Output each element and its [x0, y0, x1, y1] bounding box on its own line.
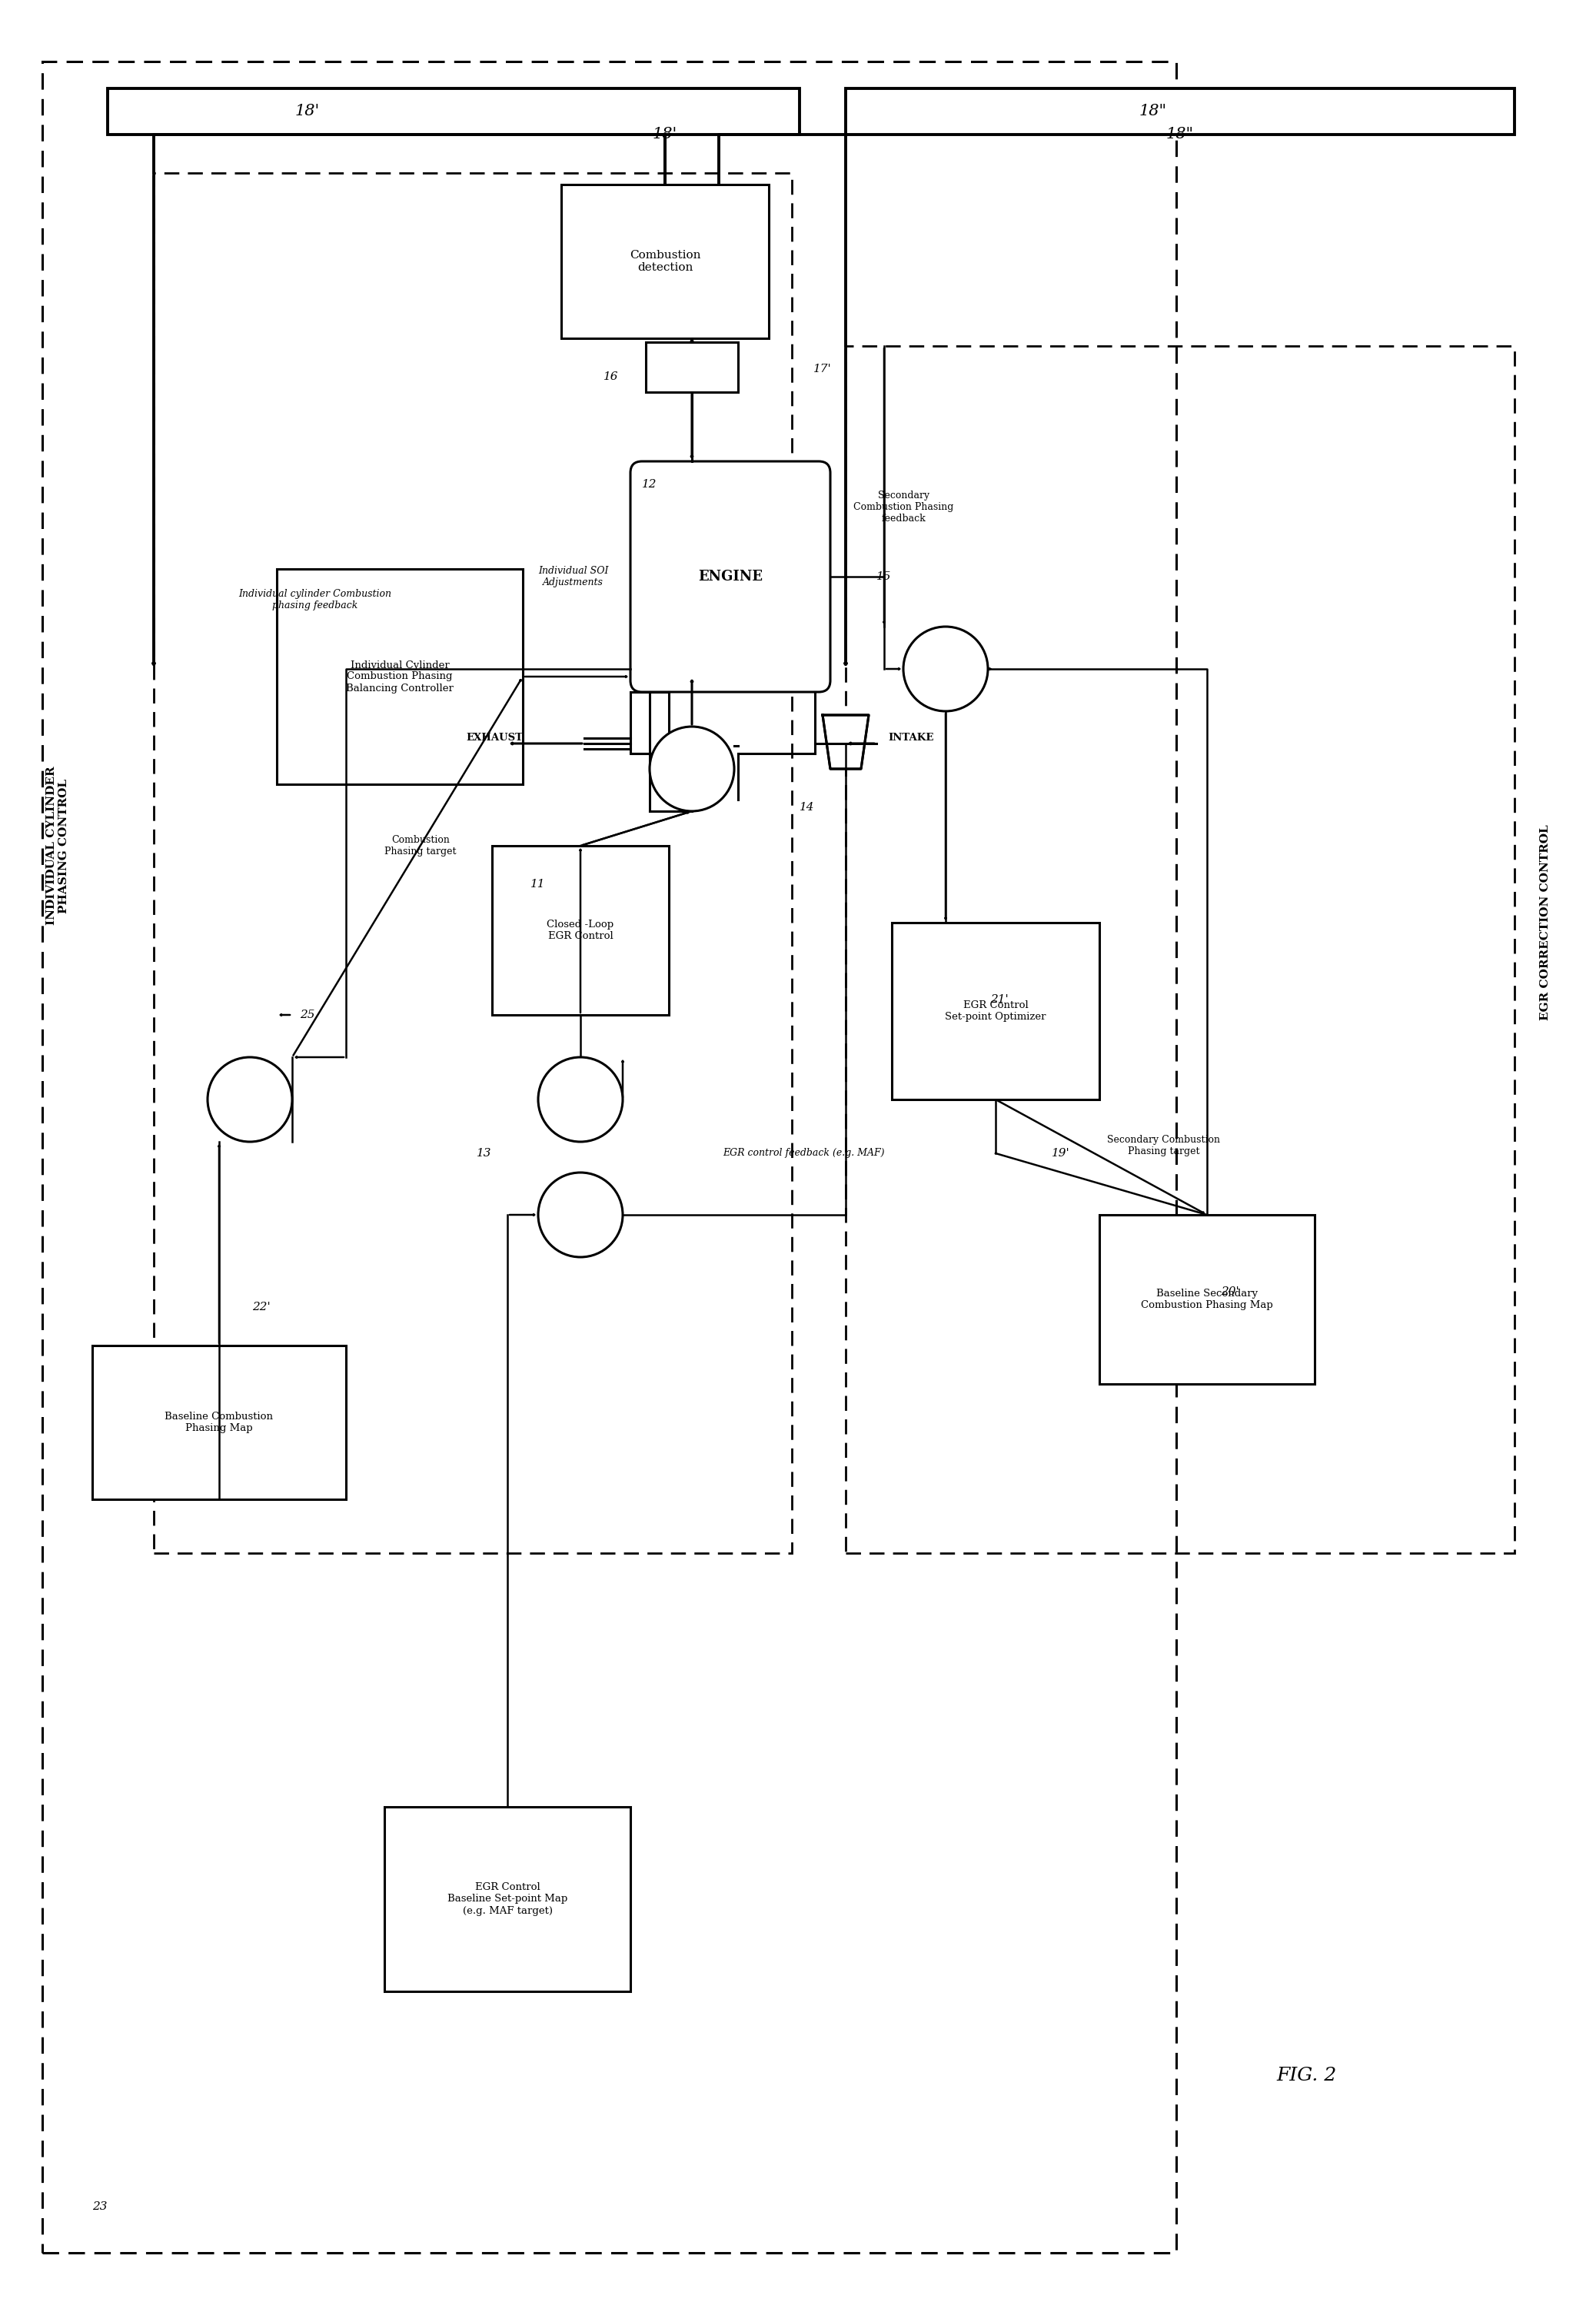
- Text: +: +: [552, 1196, 563, 1210]
- Text: EGR Control
Baseline Set-point Map
(e.g. MAF target): EGR Control Baseline Set-point Map (e.g.…: [447, 1883, 568, 1916]
- Text: 18': 18': [295, 104, 319, 118]
- Text: 20': 20': [1221, 1286, 1238, 1298]
- Text: 18": 18": [1140, 104, 1167, 118]
- Text: 15: 15: [876, 571, 892, 583]
- Text: Individual Cylinder
Combustion Phasing
Balancing Controller: Individual Cylinder Combustion Phasing B…: [346, 659, 453, 694]
- Text: 21': 21': [990, 994, 1009, 1005]
- Text: 16: 16: [603, 372, 619, 383]
- Text: 23: 23: [93, 2201, 107, 2213]
- Bar: [93, 1344, 346, 1500]
- Text: 17': 17': [814, 365, 832, 374]
- Text: -: -: [943, 683, 948, 694]
- Text: Closed -Loop
EGR Control: Closed -Loop EGR Control: [547, 920, 614, 940]
- Bar: [41, 60, 1176, 2252]
- Text: Combustion
Phasing target: Combustion Phasing target: [385, 836, 456, 857]
- Text: 25: 25: [300, 1010, 314, 1019]
- Text: Individual cylinder Combustion
phasing feedback: Individual cylinder Combustion phasing f…: [238, 590, 391, 611]
- Text: EGR control feedback (e.g. MAF): EGR control feedback (e.g. MAF): [723, 1149, 884, 1159]
- Bar: [492, 845, 669, 1015]
- Bar: [846, 88, 1515, 135]
- Text: +: +: [575, 1112, 586, 1126]
- Bar: [646, 341, 737, 392]
- Bar: [385, 1807, 630, 1992]
- Circle shape: [538, 1057, 622, 1142]
- Polygon shape: [822, 715, 868, 769]
- Text: 14: 14: [800, 801, 814, 813]
- Bar: [107, 88, 800, 135]
- Text: EGR Control
Set-point Optimizer: EGR Control Set-point Optimizer: [945, 1001, 1045, 1022]
- Text: 8: 8: [661, 787, 669, 796]
- Text: 22': 22': [252, 1303, 270, 1312]
- Text: 18': 18': [653, 128, 677, 142]
- Bar: [276, 569, 523, 785]
- Bar: [1100, 1214, 1315, 1384]
- Text: +: +: [575, 1231, 586, 1245]
- Text: 12: 12: [642, 478, 658, 490]
- Text: 18": 18": [1167, 128, 1194, 142]
- Text: +: +: [244, 1112, 255, 1126]
- Text: ENGINE: ENGINE: [697, 569, 763, 583]
- FancyBboxPatch shape: [630, 462, 830, 692]
- Bar: [153, 174, 792, 1553]
- Bar: [846, 346, 1515, 1553]
- Circle shape: [903, 627, 988, 711]
- Text: EXHAUST: EXHAUST: [466, 734, 523, 743]
- Circle shape: [650, 727, 734, 810]
- Text: 13: 13: [477, 1147, 492, 1159]
- Text: 11: 11: [530, 878, 546, 889]
- Text: FIG. 2: FIG. 2: [1277, 2067, 1337, 2085]
- Text: INDIVIDUAL CYLINDER
PHASING CONTROL: INDIVIDUAL CYLINDER PHASING CONTROL: [46, 766, 69, 924]
- Bar: [562, 183, 769, 339]
- Bar: [892, 922, 1100, 1101]
- Text: Combustion
detection: Combustion detection: [629, 251, 701, 274]
- Text: -: -: [555, 1082, 560, 1094]
- Text: EGR CORRECTION CONTROL: EGR CORRECTION CONTROL: [1540, 824, 1551, 1022]
- Text: Baseline Combustion
Phasing Map: Baseline Combustion Phasing Map: [164, 1412, 273, 1433]
- Text: Secondary Combustion
Phasing target: Secondary Combustion Phasing target: [1108, 1135, 1219, 1156]
- Text: -: -: [921, 650, 924, 664]
- Text: 19': 19': [1052, 1147, 1069, 1159]
- Circle shape: [538, 1173, 622, 1256]
- Text: Individual SOI
Adjustments: Individual SOI Adjustments: [538, 567, 608, 587]
- Text: Secondary
Combustion Phasing
feedback: Secondary Combustion Phasing feedback: [854, 490, 953, 525]
- Circle shape: [207, 1057, 292, 1142]
- Text: Baseline Secondary
Combustion Phasing Map: Baseline Secondary Combustion Phasing Ma…: [1141, 1289, 1274, 1310]
- Text: -: -: [225, 1082, 228, 1094]
- Text: INTAKE: INTAKE: [887, 734, 934, 743]
